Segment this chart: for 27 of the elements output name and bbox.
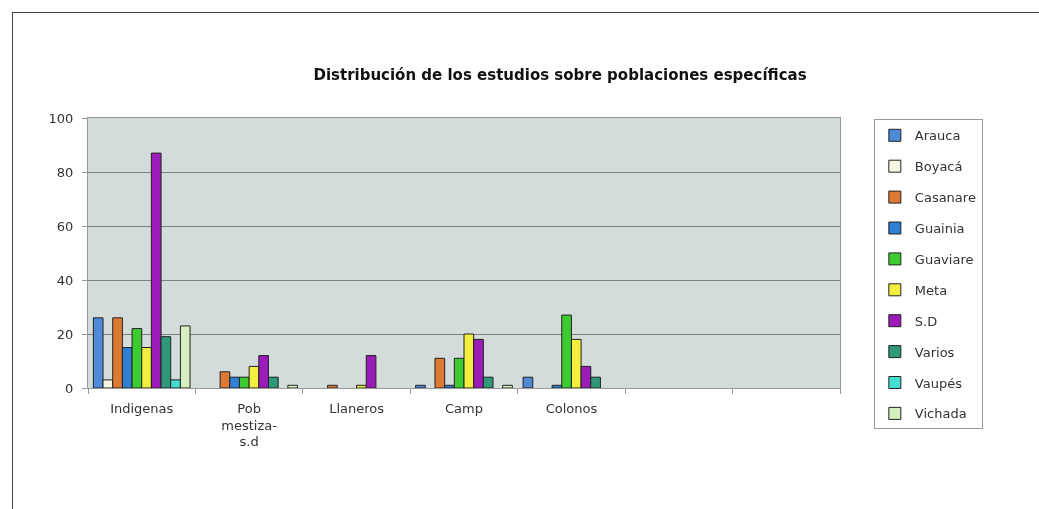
legend-label: Arauca — [914, 128, 961, 144]
legend-label: Vichada — [914, 406, 967, 422]
y-tick-label: 40 — [56, 272, 74, 288]
legend-label: Boyacá — [914, 159, 963, 175]
x-tick-label: Indigenas — [110, 400, 174, 416]
bar — [327, 384, 338, 388]
legend-label: Guaviare — [914, 251, 974, 267]
y-tick-label: 100 — [48, 110, 74, 126]
legend-label: Meta — [914, 282, 948, 298]
legend-label: S.D — [914, 313, 938, 329]
x-tick-label: Pob mestiza-s.d — [221, 400, 278, 450]
x-tick-label: Camp — [445, 400, 483, 416]
x-tick-label: Llaneros — [329, 400, 385, 416]
chart-title: Distribución de los estudios sobre poblaciones específicas — [313, 66, 807, 85]
bar — [502, 384, 513, 388]
y-tick-label: 60 — [56, 218, 74, 234]
legend-label: Guainia — [914, 221, 965, 237]
x-tick-label: Colonos — [545, 400, 598, 416]
y-tick-label: 80 — [56, 164, 74, 180]
bar — [415, 384, 426, 388]
bar — [522, 376, 534, 388]
legend-label: Casanare — [914, 190, 976, 206]
legend-label: Vaupés — [914, 375, 963, 391]
bar — [287, 384, 298, 388]
y-tick-label: 20 — [56, 326, 74, 342]
legend-label: Varios — [914, 344, 955, 360]
y-tick-label: 0 — [65, 380, 74, 396]
